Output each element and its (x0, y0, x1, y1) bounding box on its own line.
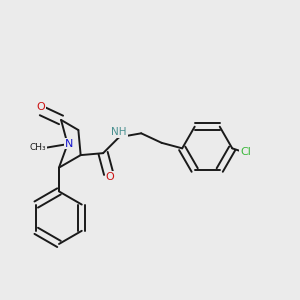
Text: Cl: Cl (240, 147, 251, 157)
Text: NH: NH (111, 127, 127, 137)
Text: N: N (65, 139, 73, 148)
Text: O: O (36, 102, 45, 112)
Text: CH₃: CH₃ (29, 143, 46, 152)
Text: O: O (106, 172, 115, 182)
